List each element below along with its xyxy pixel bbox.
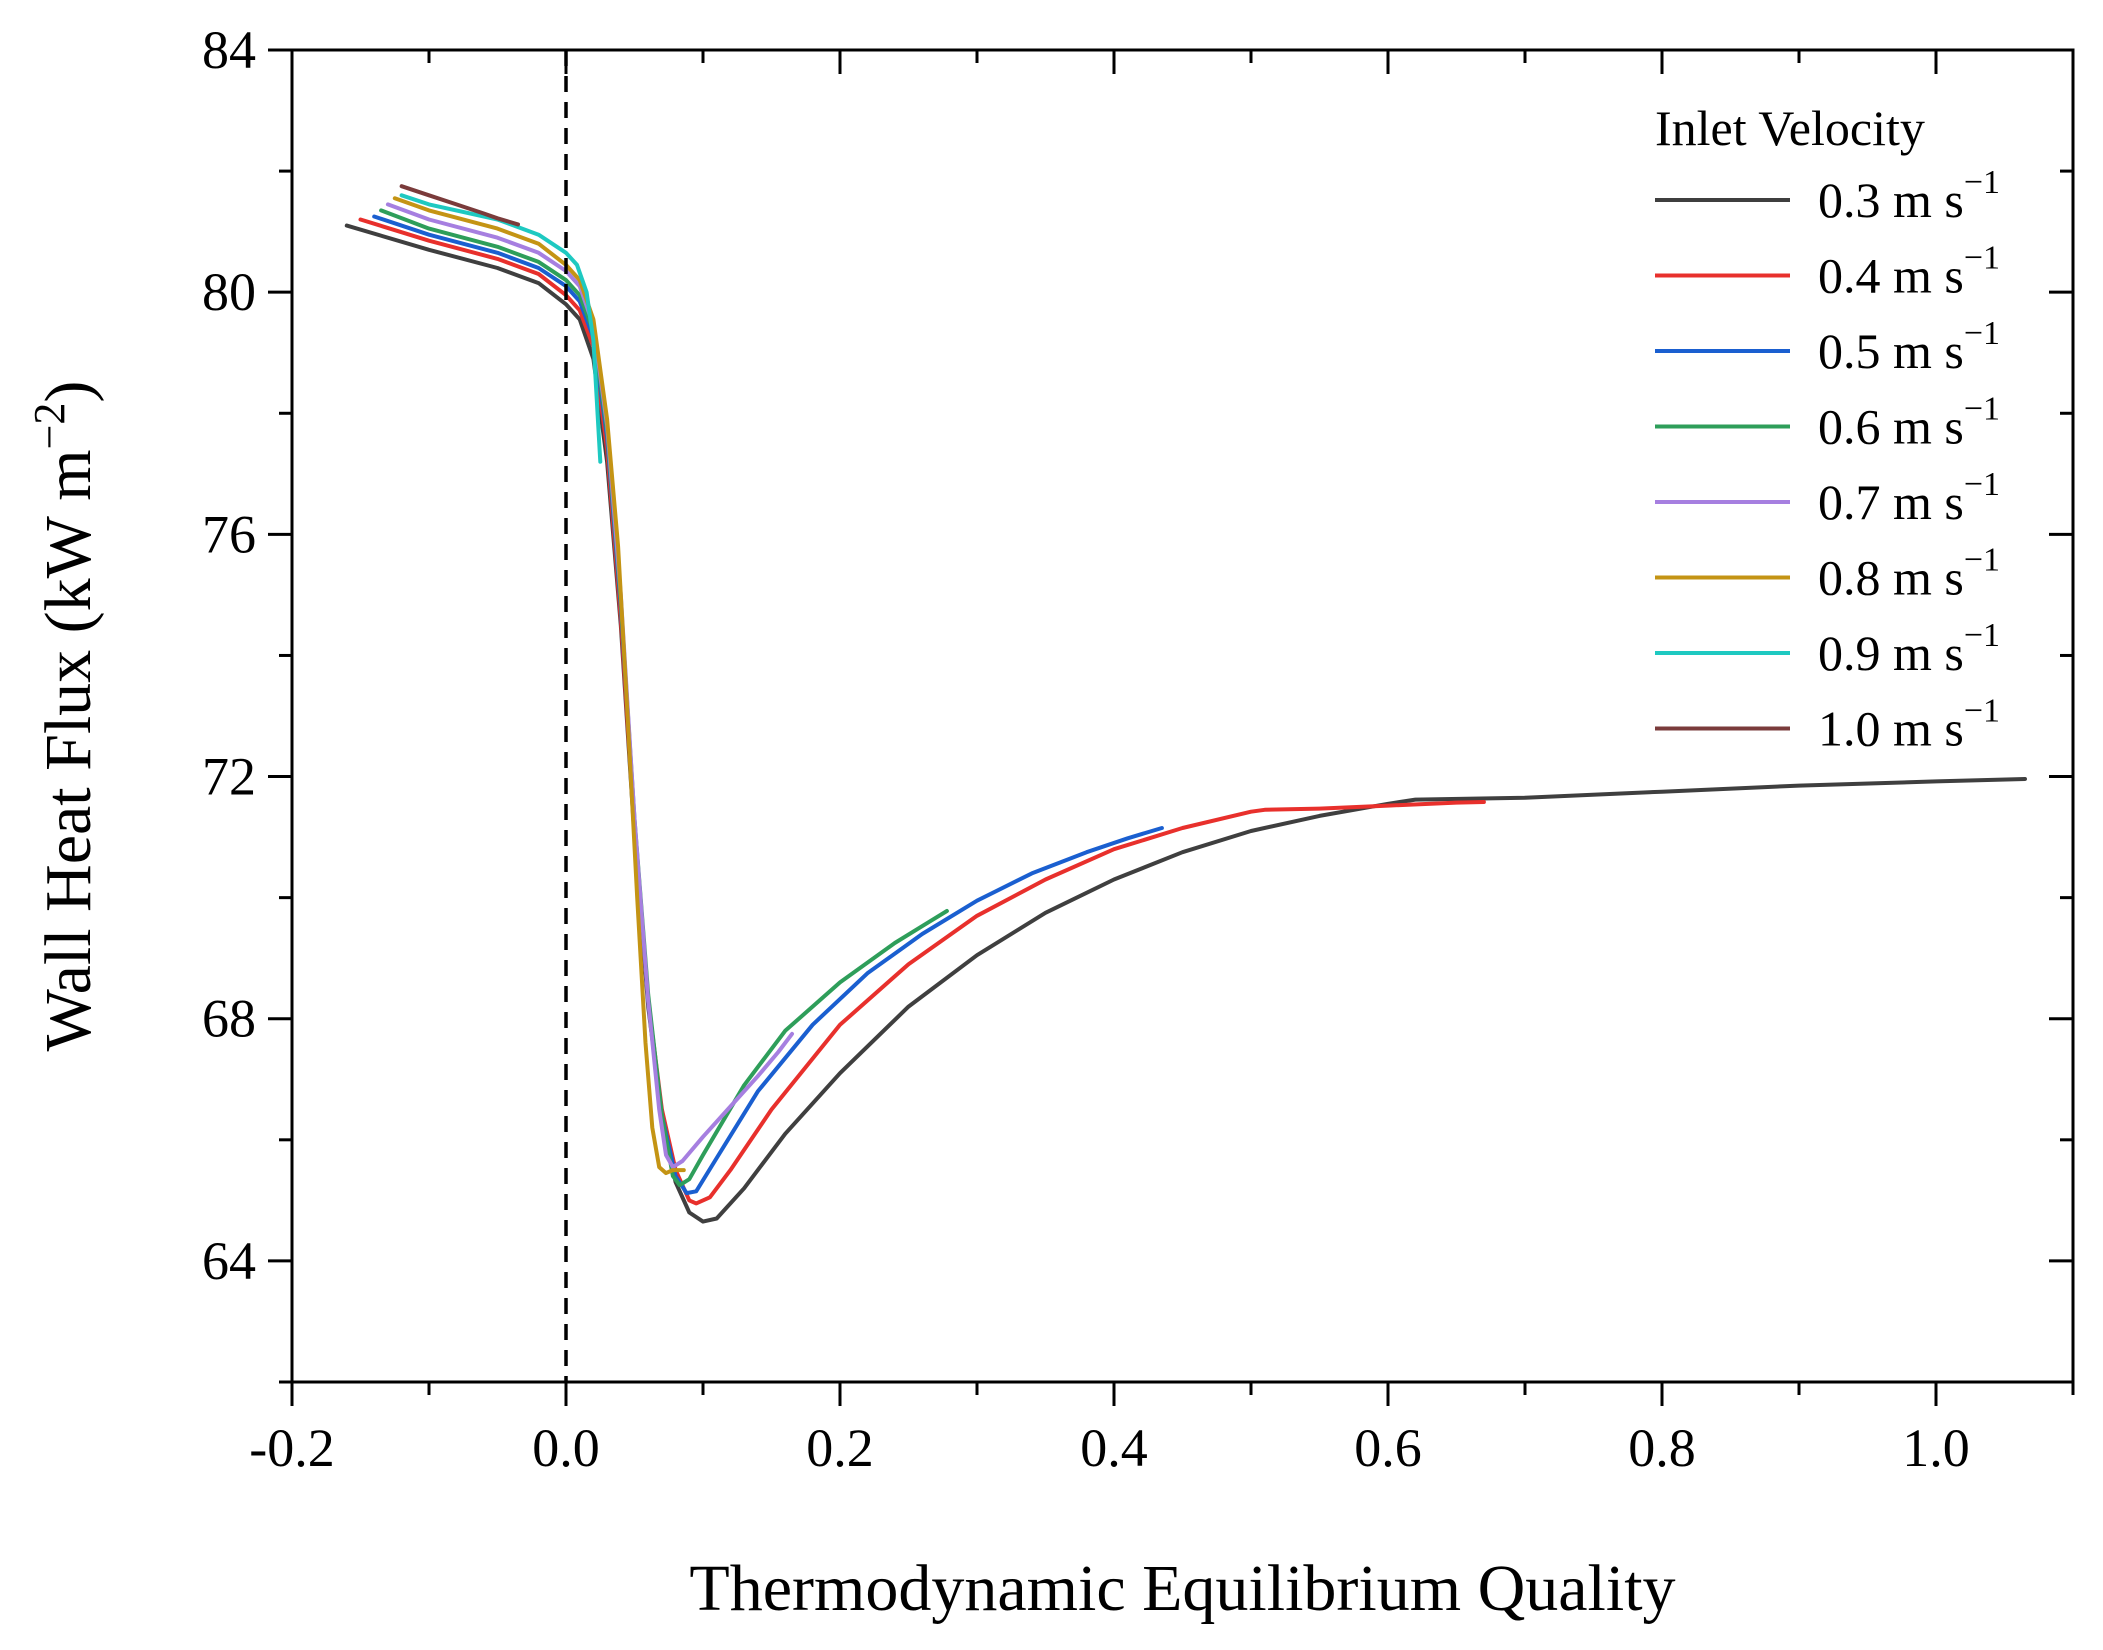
legend-label-0-5: 0.5 m s−1 <box>1818 315 2000 379</box>
legend: Inlet Velocity 0.3 m s−1 0.4 m s−1 0.5 m s… <box>1655 100 2000 757</box>
y-title-close: ) <box>32 381 105 403</box>
x-tick-label: -0.2 <box>249 1418 334 1478</box>
x-tick-label: 0.8 <box>1628 1418 1696 1478</box>
y-tick-label: 76 <box>202 504 256 564</box>
series-line-0-5 <box>372 214 1164 1196</box>
y-tick-label: 68 <box>202 989 256 1049</box>
legend-label-0-6: 0.6 m s−1 <box>1818 391 2000 455</box>
y-title-main: Wall Heat Flux (kW m <box>32 449 105 1051</box>
y-tick-label: 84 <box>202 20 256 80</box>
y-tick-label: 64 <box>202 1231 256 1291</box>
y-title-superscript: −2 <box>25 403 74 450</box>
x-tick-label: 0.6 <box>1354 1418 1422 1478</box>
y-tick-label: 80 <box>202 262 256 322</box>
x-axis-title: Thermodynamic Equilibrium Quality <box>689 1552 1675 1625</box>
y-tick-label: 72 <box>202 747 256 807</box>
series-line-0-8 <box>392 196 686 1176</box>
legend-title: Inlet Velocity <box>1655 100 1925 156</box>
y-axis-title: Wall Heat Flux (kW m−2) <box>25 381 105 1052</box>
legend-label-0-8: 0.8 m s−1 <box>1818 542 2000 606</box>
series-line-0-4 <box>358 217 1486 1206</box>
plot-marks <box>344 184 2027 1224</box>
series-line-0-6 <box>379 208 949 1188</box>
x-tick-label: 0.2 <box>806 1418 874 1478</box>
legend-label-1-0: 1.0 m s−1 <box>1818 693 2000 757</box>
legend-label-0-7: 0.7 m s−1 <box>1818 466 2000 530</box>
y-axis: 64 68 72 76 80 84 <box>202 20 2073 1384</box>
series-line-0-9 <box>399 193 603 464</box>
x-tick-label: 1.0 <box>1902 1418 1970 1478</box>
x-tick-label: 0.4 <box>1080 1418 1148 1478</box>
legend-label-0-3: 0.3 m s−1 <box>1818 164 2000 228</box>
series-line-1-0 <box>399 184 520 227</box>
legend-label-0-9: 0.9 m s−1 <box>1818 617 2000 681</box>
series-line-0-3 <box>344 223 2027 1224</box>
series-line-0-7 <box>385 202 794 1170</box>
x-tick-label: 0.0 <box>532 1418 600 1478</box>
plot-frame <box>290 48 2075 1384</box>
legend-label-0-4: 0.4 m s−1 <box>1818 240 2000 304</box>
x-axis: -0.2 0.0 0.2 0.4 0.6 0.8 1.0 <box>249 50 2075 1478</box>
